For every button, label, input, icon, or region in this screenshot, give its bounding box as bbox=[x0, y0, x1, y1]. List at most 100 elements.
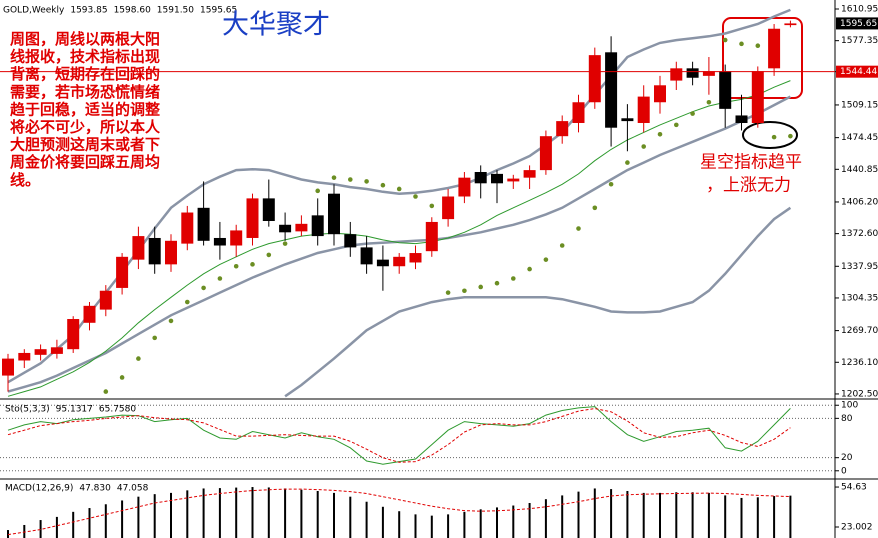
histogram-bar bbox=[137, 496, 140, 538]
histogram-bar bbox=[300, 489, 303, 538]
sar-dot bbox=[201, 285, 206, 291]
plot-area bbox=[0, 404, 835, 472]
candle-body bbox=[393, 256, 406, 267]
sar-dot bbox=[543, 257, 549, 262]
candle-body bbox=[474, 171, 487, 184]
sar-dot bbox=[152, 335, 157, 341]
sar-dot bbox=[739, 41, 744, 47]
histogram-bar bbox=[349, 496, 352, 538]
candle-body bbox=[539, 136, 552, 171]
y-tick-label: 1440.85 bbox=[841, 165, 878, 175]
histogram-bar bbox=[642, 492, 645, 538]
histogram-bar bbox=[577, 491, 580, 538]
plot-area bbox=[0, 8, 835, 398]
annotation: 线。 bbox=[10, 171, 40, 189]
histogram-bar bbox=[528, 502, 531, 538]
current-price: 1595.65 bbox=[840, 19, 877, 29]
histogram-bar bbox=[447, 514, 450, 538]
candle-body bbox=[621, 118, 634, 122]
candle-body bbox=[116, 256, 129, 288]
sar-dot bbox=[674, 122, 679, 128]
candle-body bbox=[425, 221, 438, 252]
sar-dot bbox=[771, 134, 777, 140]
indicator-line bbox=[7, 80, 791, 397]
histogram-bar bbox=[544, 499, 547, 538]
y-tick-label: 0 bbox=[841, 466, 847, 476]
sar-dot bbox=[380, 182, 386, 188]
sar-dot bbox=[315, 188, 321, 194]
histogram-bar bbox=[593, 488, 596, 538]
candle-body bbox=[670, 68, 683, 81]
sar-dot bbox=[641, 144, 646, 149]
candle-body bbox=[230, 230, 243, 246]
histogram-bar bbox=[707, 492, 710, 538]
sar-dot bbox=[396, 186, 402, 192]
candle-body bbox=[523, 170, 536, 178]
sar-dot bbox=[233, 263, 239, 269]
candle-body bbox=[165, 240, 177, 265]
candle-body bbox=[735, 115, 748, 123]
annotation: 线报收，技术指标出现 bbox=[10, 48, 160, 66]
y-tick-label: 1509.15 bbox=[841, 100, 878, 110]
indicator-title: Sto(5,3,3) bbox=[5, 405, 50, 415]
candle-body bbox=[751, 71, 764, 123]
histogram-bar bbox=[333, 492, 335, 538]
histogram-bar bbox=[23, 524, 26, 538]
indicator-line bbox=[284, 206, 792, 398]
candle-body bbox=[719, 71, 732, 109]
histogram-bar bbox=[39, 520, 42, 538]
candle-body bbox=[360, 247, 373, 265]
candle-body bbox=[491, 173, 503, 184]
histogram-bar bbox=[691, 492, 694, 538]
candle-body bbox=[311, 215, 324, 237]
sar-dot bbox=[364, 179, 369, 184]
candle-body bbox=[132, 236, 145, 260]
candle-body bbox=[784, 23, 797, 26]
highlight-ellipse bbox=[742, 121, 798, 149]
sar-dot bbox=[136, 356, 141, 361]
histogram-bar bbox=[316, 490, 319, 538]
histogram-bar bbox=[496, 507, 498, 538]
sar-dot bbox=[217, 276, 223, 281]
sar-dot bbox=[331, 175, 337, 180]
histogram-bar bbox=[7, 530, 9, 538]
sar-dot bbox=[722, 37, 728, 43]
candle-body bbox=[213, 237, 226, 246]
sar-dot bbox=[494, 280, 500, 286]
candle-body bbox=[654, 85, 666, 103]
candle-body bbox=[458, 177, 471, 197]
histogram-bar bbox=[121, 500, 124, 538]
candle-body bbox=[637, 96, 650, 123]
histogram-bar bbox=[724, 495, 727, 538]
candle-body bbox=[376, 259, 389, 267]
indicator-line bbox=[7, 488, 791, 536]
histogram-bar bbox=[88, 508, 91, 538]
histogram-bar bbox=[381, 506, 384, 538]
histogram-bar bbox=[675, 492, 678, 538]
histogram-bar bbox=[512, 505, 515, 538]
sar-dot bbox=[690, 111, 695, 116]
header-value: 47.058 bbox=[117, 484, 149, 494]
current-price-box bbox=[836, 17, 878, 30]
y-tick-label: 100 bbox=[841, 401, 858, 411]
candle-body bbox=[18, 352, 31, 361]
candle-body bbox=[246, 198, 259, 238]
indicator-title: GOLD,Weekly bbox=[3, 6, 65, 16]
histogram-bar bbox=[740, 497, 743, 538]
indicator-title: MACD(12,26,9) bbox=[5, 484, 73, 494]
histogram-bar bbox=[251, 487, 254, 538]
annotation: 周图，周线以两根大阳 bbox=[10, 30, 160, 48]
annotation: 大胆预测这周末或者下 bbox=[10, 136, 160, 154]
candle-body bbox=[686, 68, 699, 78]
histogram-bar bbox=[773, 496, 776, 538]
candle-body bbox=[702, 71, 715, 76]
sar-dot bbox=[413, 194, 418, 199]
y-tick-label: 23.002 bbox=[841, 523, 873, 533]
candle-body bbox=[344, 234, 357, 248]
level-label-box bbox=[836, 65, 878, 78]
histogram-bar bbox=[202, 488, 205, 538]
y-tick-label: 1202.50 bbox=[841, 389, 878, 399]
histogram-bar bbox=[756, 497, 759, 538]
sar-dot bbox=[657, 132, 663, 137]
